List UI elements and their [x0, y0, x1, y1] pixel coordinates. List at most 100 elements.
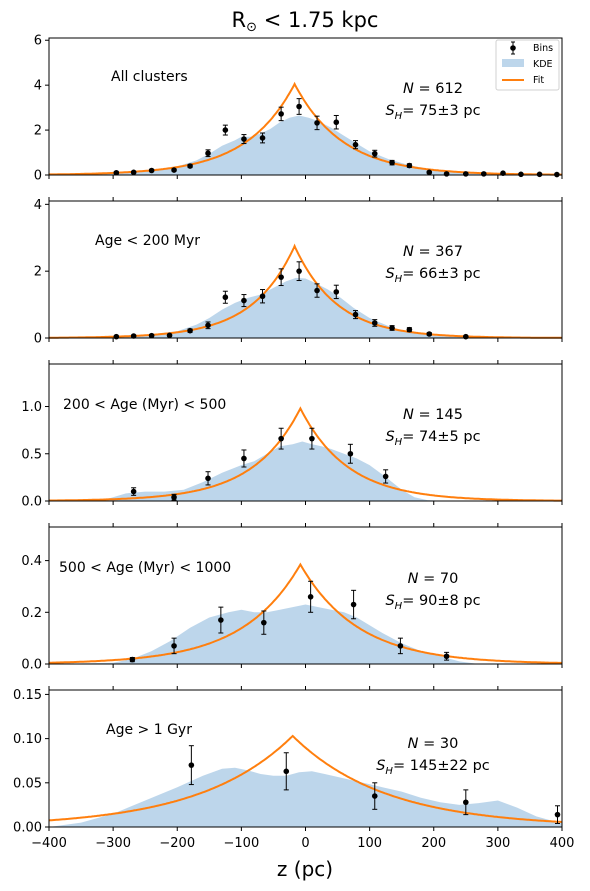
- data-point: [426, 169, 433, 176]
- point-marker: [406, 326, 413, 333]
- data-point: [463, 789, 469, 816]
- point-marker: [278, 435, 284, 442]
- x-tick-label: −200: [159, 836, 195, 851]
- point-marker: [371, 793, 378, 799]
- kde-area: [49, 767, 562, 827]
- data-point: [187, 163, 193, 169]
- data-point: [352, 140, 359, 150]
- x-tick-label: −300: [95, 836, 131, 851]
- data-point: [389, 325, 395, 331]
- data-point: [171, 167, 177, 173]
- point-marker: [389, 325, 395, 331]
- panels-group: 0 2 4 6 All clusters N = 612 SH= 75±3 pc 0 2 4 Age…: [13, 34, 574, 851]
- point-marker: [130, 488, 137, 495]
- chart-title: R⊙ < 1.75 kpc: [232, 8, 379, 35]
- point-marker: [129, 656, 136, 663]
- point-marker: [352, 311, 359, 318]
- data-point: [171, 637, 177, 655]
- y-tick-label: 0.10: [13, 732, 42, 747]
- data-point: [113, 169, 120, 176]
- panel-label: 200 < Age (Myr) < 500: [63, 397, 226, 413]
- data-point: [406, 326, 413, 333]
- x-tick-label: −400: [31, 836, 67, 851]
- data-point: [205, 321, 211, 330]
- data-point: [309, 427, 315, 450]
- panel-label: Age < 200 Myr: [95, 233, 200, 249]
- data-point: [389, 159, 395, 166]
- point-marker: [130, 333, 137, 339]
- panel-5: 0.00 0.05 0.10 0.15 Age > 1 Gyr N = 30 SH= 145…: [13, 686, 574, 851]
- point-marker: [347, 450, 354, 457]
- x-tick-label: −100: [224, 836, 260, 851]
- point-marker: [187, 163, 193, 169]
- panel-1: 0 2 4 6 All clusters N = 612 SH= 75±3 pc: [34, 34, 563, 184]
- data-point: [148, 167, 155, 174]
- point-marker: [283, 768, 290, 775]
- data-point: [130, 333, 137, 339]
- data-point: [350, 589, 357, 620]
- y-tick-label: 0.0: [21, 658, 42, 673]
- data-point: [259, 289, 266, 304]
- point-marker: [463, 799, 469, 806]
- panel-label: Age > 1 Gyr: [106, 722, 192, 738]
- point-marker: [389, 159, 395, 166]
- data-point: [314, 283, 320, 298]
- point-marker: [296, 268, 302, 274]
- data-point: [406, 162, 413, 169]
- data-point: [371, 319, 378, 327]
- point-marker: [113, 169, 120, 176]
- point-marker: [278, 274, 284, 280]
- point-marker: [171, 494, 177, 501]
- data-point: [129, 656, 136, 663]
- y-tick-label: 0: [34, 169, 42, 184]
- point-marker: [222, 127, 229, 133]
- data-point: [382, 469, 389, 484]
- y-tick-label: 0.4: [21, 554, 42, 569]
- data-point: [536, 171, 543, 178]
- fit-curve: [49, 406, 562, 502]
- point-marker: [130, 169, 137, 176]
- panel-4: 0.0 0.2 0.4 500 < Age (Myr) < 1000 N = 70 SH=…: [21, 523, 563, 673]
- stat-scale-height: SH= 74±5 pc: [385, 429, 480, 448]
- data-point: [371, 782, 378, 810]
- data-point: [443, 171, 450, 177]
- stat-n: N = 612: [403, 81, 463, 97]
- data-point: [261, 610, 267, 635]
- panel-3: 0.0 0.5 1.0 200 < Age (Myr) < 500 N = 145 SH=…: [21, 360, 563, 510]
- point-marker: [443, 171, 450, 177]
- point-marker: [463, 171, 469, 177]
- point-marker: [218, 617, 224, 623]
- stat-scale-height: SH= 145±22 pc: [376, 758, 490, 777]
- panel-2: 0 2 4 Age < 200 Myr N = 367 SH= 66±3 pc: [34, 197, 563, 347]
- data-point: [296, 98, 302, 115]
- point-marker: [296, 103, 302, 110]
- data-point: [113, 333, 120, 340]
- point-marker: [188, 762, 195, 768]
- x-tick-label: 400: [550, 836, 575, 851]
- point-marker: [426, 169, 433, 176]
- point-marker: [166, 332, 173, 339]
- data-point: [166, 332, 173, 339]
- data-point: [187, 327, 193, 334]
- data-point: [205, 149, 211, 158]
- data-point: [443, 651, 450, 661]
- data-point: [130, 487, 137, 496]
- data-point: [347, 443, 354, 464]
- data-point: [554, 805, 561, 824]
- point-marker: [463, 333, 469, 340]
- data-point: [222, 290, 229, 304]
- data-point: [188, 745, 195, 786]
- y-tick-label: 0: [34, 332, 42, 347]
- data-point: [314, 115, 320, 131]
- x-tick-label: 300: [485, 836, 510, 851]
- point-marker: [350, 601, 357, 608]
- point-marker: [309, 435, 315, 442]
- data-point: [283, 752, 290, 791]
- point-marker: [333, 119, 340, 126]
- data-point: [463, 171, 469, 177]
- legend-kde-label: KDE: [533, 59, 553, 70]
- data-point: [278, 268, 284, 287]
- point-marker: [333, 289, 340, 295]
- point-marker: [241, 455, 247, 462]
